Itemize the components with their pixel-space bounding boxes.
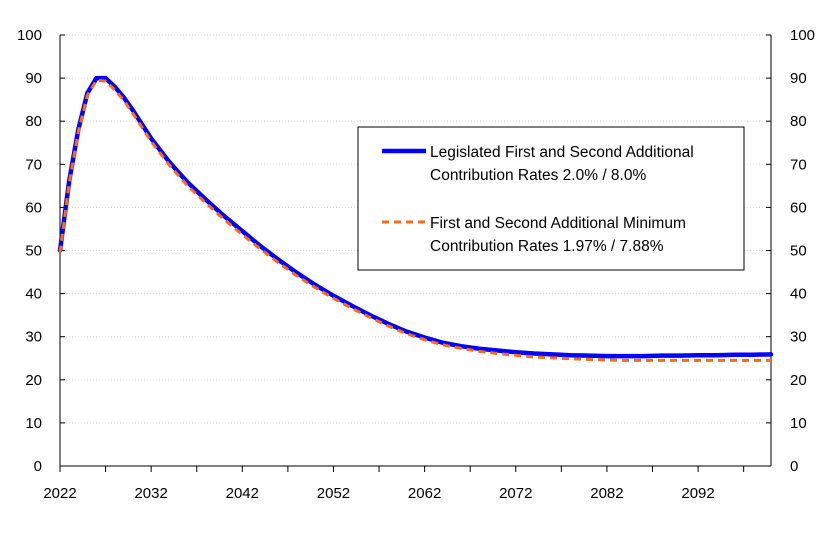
y-tick-label-right: 40	[790, 286, 807, 303]
y-tick-label-left: 10	[25, 415, 42, 432]
y-tick-label-left: 30	[25, 329, 42, 346]
y-tick-label-right: 80	[790, 113, 807, 130]
y-tick-label-left: 0	[34, 458, 42, 475]
series-line-minimum	[58, 78, 771, 362]
legend-label-legislated-line2: Contribution Rates 2.0% / 8.0%	[430, 167, 646, 184]
y-tick-label-right: 60	[790, 199, 807, 216]
y-tick-label-left: 100	[17, 27, 42, 44]
y-tick-label-right: 90	[790, 70, 807, 87]
y-tick-label-left: 40	[25, 286, 42, 303]
x-tick-label: 2052	[317, 485, 350, 502]
y-tick-label-left: 90	[25, 70, 42, 87]
series-layer	[57, 75, 774, 362]
y-tick-label-left: 20	[25, 372, 42, 389]
x-tick-label: 2062	[408, 485, 441, 502]
y-tick-label-right: 50	[790, 243, 807, 260]
legend-label-minimum-line2: Contribution Rates 1.97% / 7.88%	[430, 238, 664, 255]
y-tick-label-left: 60	[25, 199, 42, 216]
y-tick-label-right: 10	[790, 415, 807, 432]
x-tick-label: 2032	[134, 485, 167, 502]
x-tick-label: 2092	[681, 485, 714, 502]
ticks-layer: 0 0 10 10 20 20 30 30 40 40 50 50 60 60 70 70 80 80 90 90 10…	[17, 27, 815, 502]
y-tick-label-right: 100	[790, 27, 815, 44]
y-tick-label-left: 70	[25, 156, 42, 173]
legend-label-legislated-line1: Legislated First and Second Additional	[430, 144, 694, 161]
y-tick-label-right: 20	[790, 372, 807, 389]
x-tick-label: 2022	[43, 485, 76, 502]
legend-label-minimum-line1: First and Second Additional Minimum	[430, 215, 686, 232]
y-tick-label-left: 80	[25, 113, 42, 130]
legend: Legislated First and Second Additional C…	[357, 126, 745, 271]
x-tick-label: 2082	[590, 485, 623, 502]
y-tick-label-right: 0	[790, 458, 798, 475]
x-tick-label: 2042	[226, 485, 259, 502]
y-tick-label-right: 30	[790, 329, 807, 346]
x-tick-label: 2072	[499, 485, 532, 502]
y-tick-label-left: 50	[25, 243, 42, 260]
y-tick-label-right: 70	[790, 156, 807, 173]
series-line-legislated	[57, 75, 774, 359]
